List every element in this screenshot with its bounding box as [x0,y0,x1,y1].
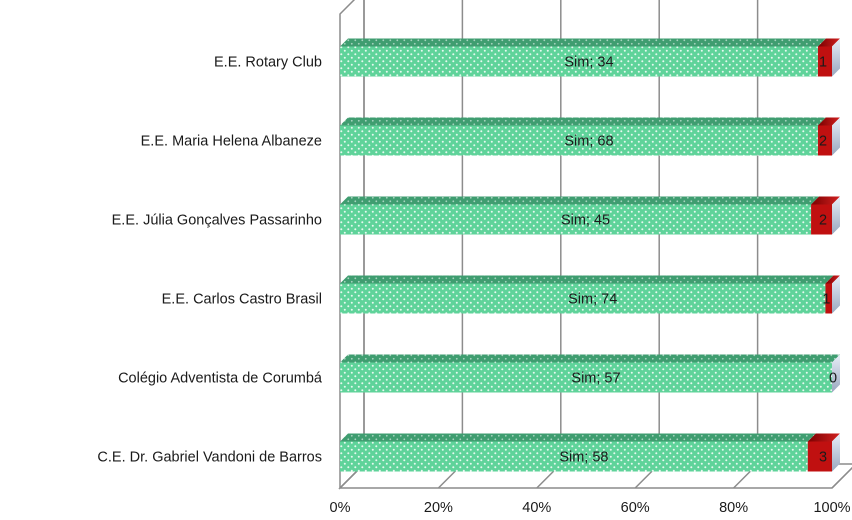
bar-end-cap [832,196,840,235]
labels: 0% 20% 40% 60% 80% 100% E.E. Rotary Club Sim; 3… [97,55,850,517]
category-label: E.E. Carlos Castro Brasil [162,292,322,308]
data-label-sim: Sim; 74 [568,292,617,308]
category-label: C.E. Dr. Gabriel Vandoni de Barros [97,450,322,466]
x-tick-label: 60% [621,500,650,516]
bar-nao-top [825,275,840,284]
floor-gridline [831,466,852,489]
data-label-sim: Sim; 45 [561,213,610,229]
bar-end-cap [832,433,840,472]
category-label: E.E. Júlia Gonçalves Passarinho [112,213,322,229]
x-tick-label: 0% [330,500,351,516]
category-label: E.E. Rotary Club [214,55,322,71]
bars [340,38,840,472]
bar-sim [340,125,818,156]
x-tick-label: 40% [522,500,551,516]
bar-sim-top [340,433,816,442]
x-tick-label: 20% [424,500,453,516]
data-label-sim: Sim; 68 [564,134,613,150]
bar-sim [340,441,808,472]
category-label: E.E. Maria Helena Albaneze [141,134,322,150]
bar-nao [817,125,832,156]
bar-end-cap [832,275,840,314]
bar-nao [807,441,832,472]
data-label-sim: Sim; 34 [564,55,613,71]
bar-sim-top [340,38,826,47]
bar-end-cap [832,117,840,156]
data-label-nao: 2 [819,213,827,229]
x-tick-label: 80% [719,500,748,516]
bar-sim-top [340,117,826,126]
bar-sim-top [340,275,834,284]
bar-nao [825,283,832,314]
data-label-sim: Sim; 58 [559,450,608,466]
data-label-nao: 1 [819,55,827,71]
data-label-nao: 3 [819,450,827,466]
bar-nao-top [817,38,840,47]
bar-sim [340,46,818,77]
data-label-sim: Sim; 57 [571,371,620,387]
bar-sim [340,204,812,235]
bar-end-cap [832,354,840,393]
data-label-nao: 2 [819,134,827,150]
bar-nao-top [807,433,840,442]
bar-sim-top [340,196,820,205]
bar-sim [340,283,826,314]
x-tick-label: 100% [813,500,850,516]
category-label: Colégio Adventista de Corumbá [118,371,323,387]
bar-end-cap [832,38,840,77]
bar-nao [817,46,832,77]
bar-nao-top [811,196,840,205]
bar-nao [811,204,832,235]
bar-nao-top [817,117,840,126]
data-label-nao: 1 [822,292,830,308]
bar-sim-top [340,354,840,363]
bar-sim [340,362,832,393]
data-label-nao: 0 [829,371,837,387]
